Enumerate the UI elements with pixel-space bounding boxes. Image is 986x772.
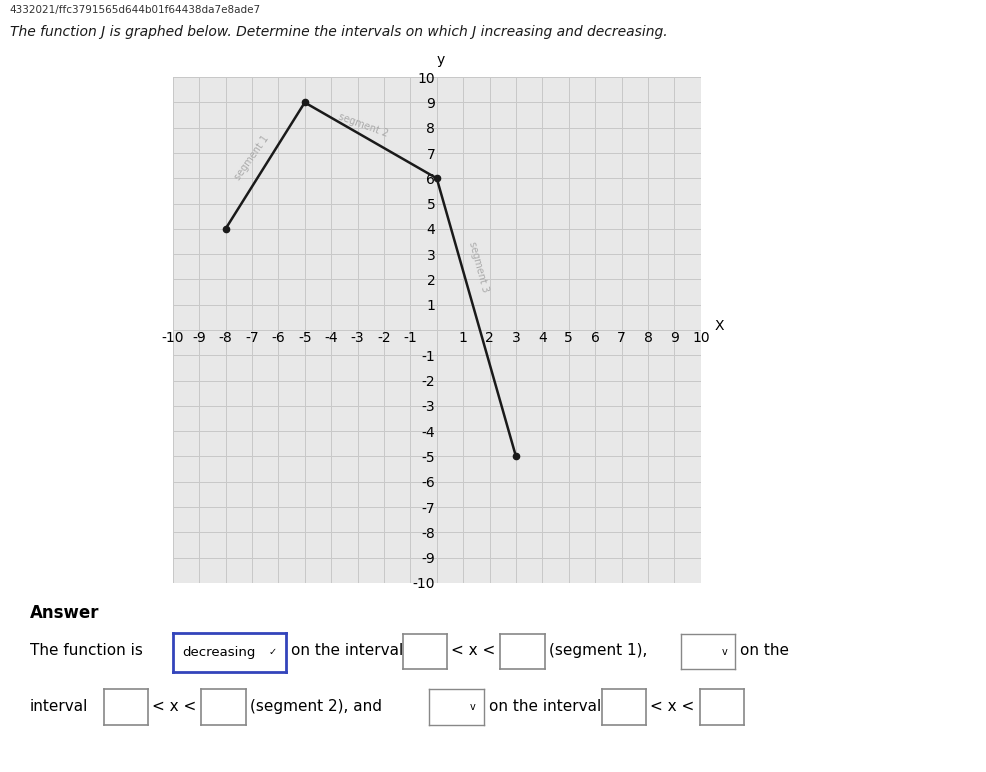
Text: The function J is graphed below. Determine the intervals on which J increasing a: The function J is graphed below. Determi…: [10, 25, 667, 39]
Text: Answer: Answer: [30, 604, 99, 621]
Text: < x <: < x <: [152, 699, 196, 714]
Text: < x <: < x <: [451, 642, 495, 658]
Text: decreasing: decreasing: [181, 646, 255, 659]
Text: segment 2: segment 2: [336, 112, 388, 139]
Text: v: v: [469, 703, 475, 712]
Text: X: X: [714, 320, 724, 334]
Text: on the interval: on the interval: [488, 699, 600, 714]
Text: v: v: [721, 647, 727, 656]
Text: on the interval: on the interval: [291, 642, 403, 658]
Text: y: y: [436, 52, 445, 66]
Text: < x <: < x <: [650, 699, 694, 714]
Text: (segment 1),: (segment 1),: [548, 642, 647, 658]
Text: interval: interval: [30, 699, 88, 714]
Text: The function is: The function is: [30, 642, 142, 658]
Text: segment 3: segment 3: [467, 240, 490, 293]
Text: ✓: ✓: [269, 648, 277, 657]
Text: segment 1: segment 1: [233, 134, 271, 182]
Text: 4332021/ffc3791565d644b01f64438da7e8ade7: 4332021/ffc3791565d644b01f64438da7e8ade7: [10, 5, 260, 15]
Text: on the: on the: [740, 642, 789, 658]
Text: (segment 2), and: (segment 2), and: [249, 699, 382, 714]
